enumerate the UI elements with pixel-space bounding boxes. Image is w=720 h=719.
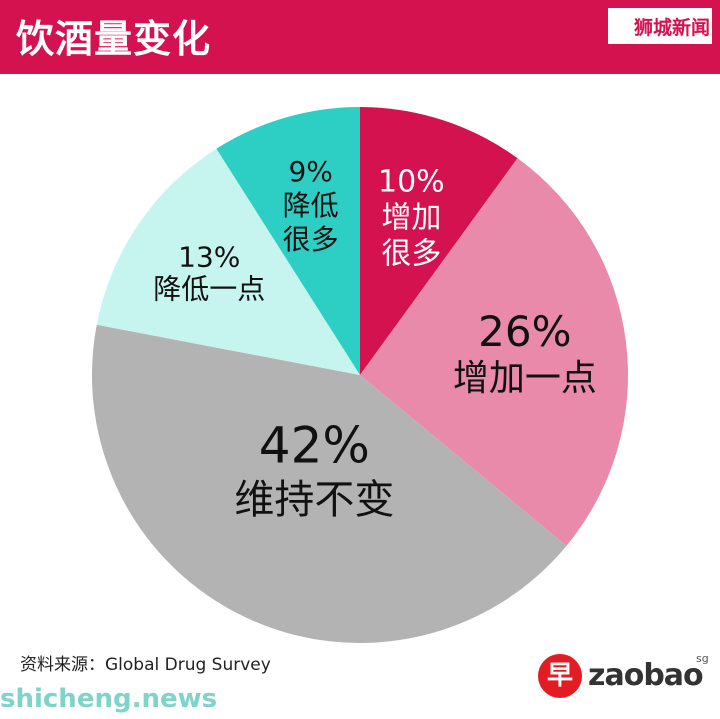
slice-category-label: 增加 [381, 200, 441, 235]
slice-percent-label: 26% [478, 307, 571, 356]
zaobao-logo-sup: sg [696, 652, 709, 665]
slice-category-label: 降低一点 [153, 272, 265, 305]
slice-percent-label: 13% [178, 240, 240, 273]
pie-slice [360, 158, 629, 546]
pie-slice [216, 107, 360, 375]
header-bar: 饮酒量变化 狮城新闻 [0, 0, 720, 74]
zaobao-logo-icon: 早 [538, 654, 582, 698]
zaobao-logo-text: zaobao [588, 658, 704, 693]
pie-slice [360, 107, 518, 375]
slice-percent-label: 10% [378, 164, 445, 199]
slice-category-label: 很多 [283, 223, 339, 256]
brand-badge [608, 8, 712, 44]
slice-category-label: 降低 [283, 189, 339, 222]
pie-slice [91, 324, 567, 643]
pie-slice [96, 148, 361, 375]
watermark: shicheng.news [0, 684, 218, 714]
slice-category-label: 维持不变 [234, 477, 394, 523]
brand-label: 狮城新闻 [633, 17, 710, 39]
source-note: 资料来源：Global Drug Survey [20, 655, 271, 675]
slice-percent-label: 9% [288, 155, 332, 188]
slice-category-label: 很多 [381, 236, 441, 271]
slice-category-label: 增加一点 [453, 358, 597, 399]
slice-percent-label: 42% [259, 416, 370, 474]
page-title: 饮酒量变化 [16, 17, 212, 61]
